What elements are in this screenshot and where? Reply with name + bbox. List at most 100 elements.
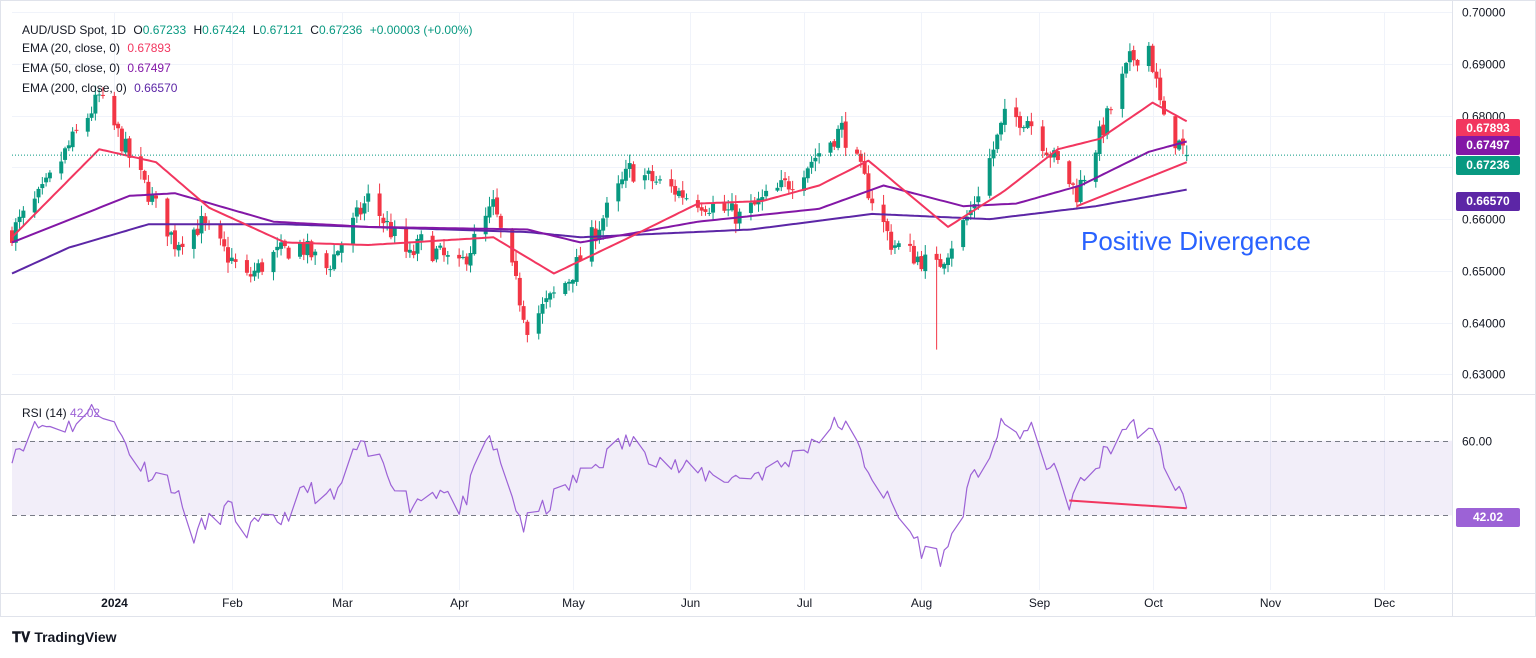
candle-body: [1131, 50, 1136, 61]
candle-body: [1078, 179, 1083, 202]
price-tick-label-6: 0.64000: [1462, 317, 1506, 331]
candle-body: [123, 138, 128, 153]
candle-body: [915, 256, 920, 263]
candle-body: [680, 190, 685, 198]
candle-body: [1074, 186, 1079, 203]
candle-body: [116, 123, 121, 129]
candle-body: [1177, 140, 1182, 150]
candle-body: [1120, 73, 1125, 109]
candle-body: [407, 249, 412, 253]
tradingview-brand-label: TradingView: [34, 629, 117, 645]
legend-row-ema20: EMA (20, close, 0) 0.67893: [22, 41, 175, 55]
candle-body: [142, 170, 147, 180]
close-value: 0.67236: [318, 23, 363, 37]
high-value: 0.67424: [202, 23, 246, 37]
tradingview-logo[interactable]: 𝐓𝐕 TradingView: [12, 629, 117, 646]
ema50-label: EMA (50, close, 0): [22, 61, 121, 75]
candle-body: [172, 230, 177, 250]
candle-body: [1154, 71, 1159, 79]
candle-body: [279, 242, 284, 249]
ema20-label: EMA (20, close, 0): [22, 41, 121, 55]
candle-body: [567, 281, 572, 284]
time-tick-label-3: Apr: [450, 596, 469, 610]
candle-body: [563, 283, 568, 294]
candle-body: [324, 253, 329, 269]
candle-body: [1029, 121, 1034, 127]
candle-body: [381, 217, 386, 224]
candle-body: [411, 251, 416, 256]
candle-body: [616, 183, 621, 202]
open-value: 0.67233: [142, 23, 187, 37]
candle-body: [1135, 59, 1140, 66]
candle-body: [885, 221, 890, 232]
time-tick-label-4: May: [562, 596, 585, 610]
candle-body: [1097, 126, 1102, 154]
candle-body: [165, 198, 170, 237]
legend-row-ema200: EMA (200, close, 0) 0.66570: [22, 81, 181, 95]
candle-body: [855, 149, 860, 154]
candle-body: [1127, 51, 1132, 63]
candle-body: [593, 228, 598, 242]
candle-body: [1021, 127, 1026, 129]
legend-row-ema50: EMA (50, close, 0) 0.67497: [22, 61, 175, 75]
candle-body: [862, 160, 867, 174]
candle-body: [442, 247, 446, 256]
candle-body: [748, 202, 753, 213]
candle-body: [999, 122, 1004, 135]
candle-body: [1146, 45, 1151, 67]
candle-body: [775, 187, 780, 191]
candle-body: [298, 242, 302, 257]
time-tick-label-8: Sep: [1029, 596, 1051, 610]
price-divergence-trendline: [1076, 161, 1188, 208]
candle-body: [36, 188, 41, 198]
ema200-line: [11, 188, 1187, 275]
price-tick-label-7: 0.63000: [1462, 368, 1506, 382]
candle-body: [790, 189, 795, 191]
candle-body: [631, 164, 636, 182]
candle-body: [858, 153, 863, 162]
candle-body: [229, 257, 234, 262]
candle-body: [17, 216, 22, 223]
candle-body: [707, 212, 712, 214]
candle-body: [460, 257, 465, 259]
candle-body: [260, 262, 265, 272]
candle-body: [1044, 152, 1049, 155]
candle-body: [544, 298, 549, 303]
candle-body: [946, 257, 950, 266]
candle-body: [813, 157, 818, 162]
candle-body: [730, 203, 734, 211]
candle-body: [646, 170, 651, 174]
candle-body: [627, 163, 632, 169]
candle-body: [468, 253, 473, 266]
candle-body: [570, 280, 575, 284]
candle-body: [169, 232, 174, 235]
candle-body: [495, 197, 500, 215]
candle-body: [1150, 45, 1155, 72]
candle-body: [1124, 62, 1129, 74]
candle-body: [597, 229, 602, 240]
candle-body: [59, 161, 64, 174]
rsi-line: [11, 403, 1188, 568]
candle-body: [699, 207, 704, 211]
time-tick-label-7: Aug: [911, 596, 932, 610]
candle-body: [445, 255, 450, 257]
candle-body: [252, 270, 257, 277]
price-tick-label-4: 0.66000: [1462, 213, 1506, 227]
rsi-legend: RSI (14) 42.02: [22, 406, 100, 420]
candle-body: [487, 206, 492, 218]
candle-body: [191, 229, 196, 249]
tradingview-logo-icon: 𝐓𝐕: [12, 629, 31, 645]
candle-body: [919, 256, 924, 270]
candle-body: [654, 181, 659, 183]
candle-body: [866, 173, 871, 199]
candle-body: [604, 202, 609, 218]
candle-body: [176, 244, 181, 251]
candle-body: [1067, 161, 1072, 185]
candle-body: [472, 233, 477, 255]
candle-body: [752, 200, 757, 205]
candle-body: [828, 142, 833, 153]
candle-body: [40, 184, 45, 189]
candle-body: [244, 260, 249, 273]
candle-body: [335, 251, 340, 256]
candle-body: [275, 246, 280, 251]
